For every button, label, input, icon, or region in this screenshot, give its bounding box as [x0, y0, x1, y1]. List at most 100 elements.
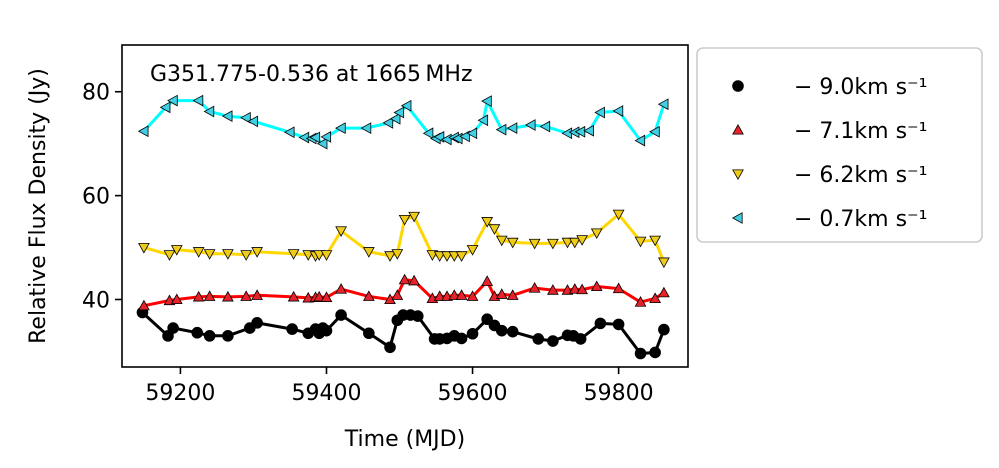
series-3-point — [138, 242, 150, 254]
series-4-point — [247, 115, 259, 128]
series-3-point — [547, 238, 559, 250]
series-2-point — [313, 290, 326, 302]
series-3-point — [362, 247, 375, 258]
series-3-point — [506, 237, 519, 249]
series-2-point — [138, 299, 150, 311]
series-3-point — [528, 238, 541, 250]
series-1-point — [222, 330, 234, 342]
series-4-point — [167, 94, 178, 107]
series-1-point — [495, 324, 508, 337]
series-3-point — [488, 224, 501, 235]
series-2-point — [466, 290, 479, 301]
series-3-point — [441, 251, 453, 262]
series-1-point — [455, 332, 468, 345]
series-2-point — [433, 290, 446, 301]
series-1-point — [384, 341, 396, 354]
series-2-point — [398, 273, 411, 285]
series-3-point — [561, 237, 574, 249]
series-1-point — [203, 330, 216, 342]
series-3-point — [391, 249, 404, 260]
legend-item: − 7.1km s⁻¹ — [732, 119, 927, 144]
legend-marker — [732, 80, 744, 92]
series-1-point — [547, 335, 559, 347]
series-3-point — [335, 226, 347, 237]
series-1-point — [658, 323, 670, 336]
plot-area — [136, 94, 670, 360]
series-2-point — [634, 296, 647, 307]
series-4-point — [283, 126, 295, 139]
x-axis-title: Time (MJD) — [344, 427, 465, 452]
chart-annotation: G351.775-0.536 at 1665 MHz — [150, 62, 473, 87]
series-1-point — [411, 310, 424, 322]
legend-label: − 9.0km s⁻¹ — [794, 75, 927, 100]
series-2-point — [391, 289, 404, 300]
series-3-point — [251, 247, 263, 258]
series-3-point — [466, 245, 479, 256]
series-1-point — [649, 346, 661, 359]
series-3-point — [313, 250, 326, 261]
series-2-point — [658, 286, 670, 298]
series-2-point — [222, 290, 234, 302]
series-4-point — [657, 98, 669, 111]
series-2-point — [320, 291, 333, 302]
series-4 — [137, 94, 669, 150]
series-4-point — [539, 120, 551, 133]
series-4-point — [634, 134, 646, 147]
series-4-point — [316, 137, 328, 150]
legend-label: − 0.7km s⁻¹ — [794, 207, 927, 232]
series-1-point — [466, 327, 479, 340]
series-3-point — [433, 251, 446, 262]
series-3-point — [240, 250, 253, 261]
series-2-point — [362, 290, 375, 301]
series-3 — [138, 209, 670, 269]
y-tick-label: 40 — [82, 288, 110, 313]
series-3-point — [384, 251, 396, 262]
series-3-point — [481, 217, 494, 228]
y-tick-label: 60 — [82, 185, 110, 210]
legend: − 9.0km s⁻¹ − 7.1km s⁻¹ − 6.2km s⁻¹ − 0.7km… — [696, 47, 983, 243]
series-1-point — [320, 324, 333, 337]
legend-label: − 6.2km s⁻¹ — [794, 163, 927, 188]
series-1-point — [481, 313, 493, 326]
series-4-point — [240, 111, 251, 124]
series-4-point — [422, 127, 434, 140]
series-4-point — [203, 105, 215, 118]
series-1-point — [532, 333, 545, 345]
series-layer — [136, 94, 670, 360]
y-tick-label: 80 — [82, 81, 110, 106]
series-3-point — [658, 257, 670, 269]
series-1-point — [286, 323, 298, 335]
x-tick-label: 59400 — [291, 381, 361, 406]
series-1-point — [191, 326, 204, 339]
legend-item: − 0.7km s⁻¹ — [731, 207, 927, 232]
series-3-point — [568, 237, 581, 249]
series-4-point — [309, 131, 321, 144]
series-4-point — [221, 110, 233, 123]
series-4-point — [159, 101, 171, 114]
x-axis: 59200 59400 59600 59800 — [145, 367, 654, 406]
series-2 — [138, 273, 670, 311]
series-4-point — [360, 122, 372, 134]
series-1-point — [612, 318, 625, 331]
series-1-point — [574, 333, 587, 345]
series-1-point — [167, 322, 179, 334]
y-axis-title: Relative Flux Density (Jy) — [26, 68, 51, 344]
series-2-point — [335, 283, 347, 294]
series-4-point — [192, 94, 204, 107]
series-4-point — [459, 130, 470, 143]
series-3-point — [203, 249, 216, 260]
series-2-point — [547, 284, 559, 295]
series-4-point — [583, 124, 594, 137]
series-4-point — [451, 132, 463, 145]
series-2-point — [302, 291, 315, 303]
series-1-point — [335, 309, 347, 321]
series-4-point — [524, 119, 536, 131]
series-4-point — [389, 112, 401, 125]
series-4-point — [477, 114, 489, 127]
series-2-point — [240, 290, 253, 301]
series-2-point — [495, 288, 508, 299]
series-2-point — [203, 290, 216, 301]
series-2-point — [612, 282, 625, 294]
series-3-point — [448, 251, 461, 262]
series-2-point — [568, 283, 581, 294]
